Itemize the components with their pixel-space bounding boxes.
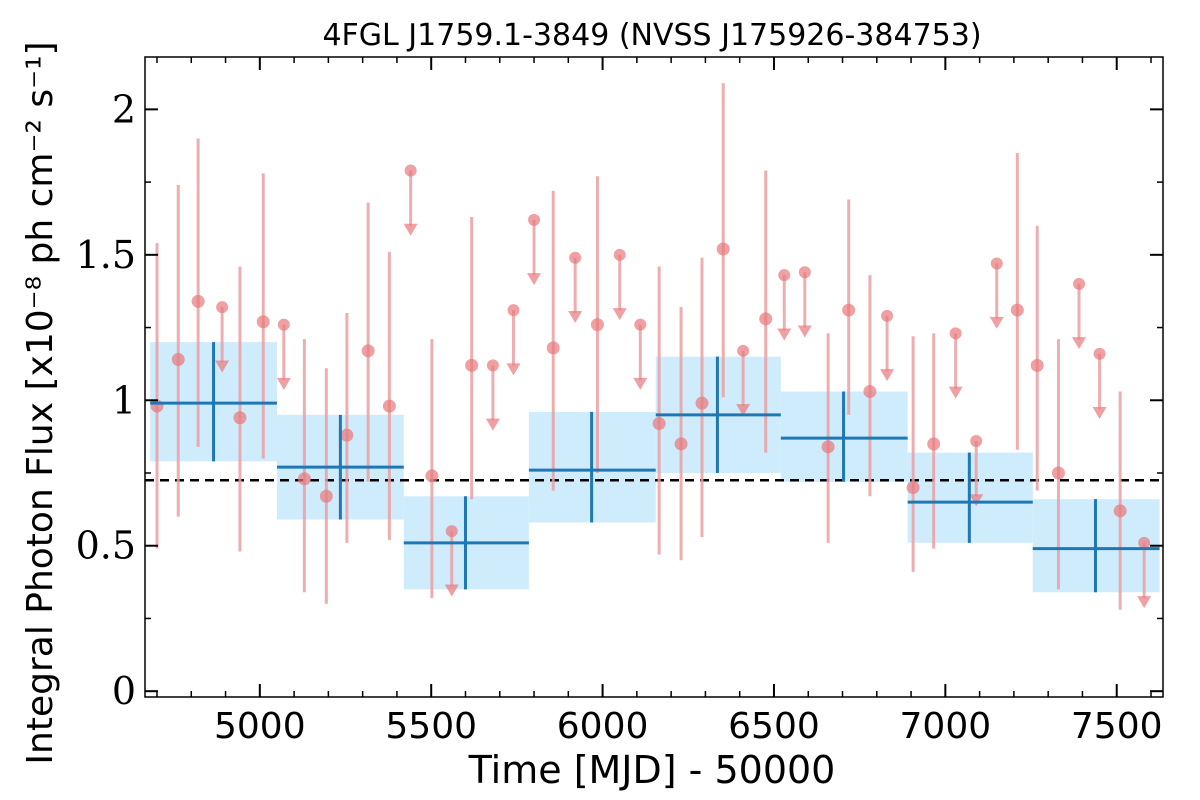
upper-limit-point bbox=[970, 435, 983, 447]
monthly-point bbox=[256, 315, 270, 329]
monthly-point bbox=[233, 411, 247, 425]
upper-limit-arrow bbox=[568, 311, 583, 323]
upper-limit-point bbox=[445, 525, 458, 538]
upper-limit-point bbox=[881, 309, 894, 322]
monthly-point bbox=[150, 399, 164, 413]
chart-title: 4FGL J1759.1-3849 (NVSS J175926-384753) bbox=[322, 18, 981, 53]
monthly-point bbox=[171, 353, 185, 367]
upper-limit-arrow bbox=[633, 377, 648, 390]
upper-limit-arrow bbox=[1072, 337, 1087, 350]
x-tick-label: 5000 bbox=[214, 706, 306, 747]
upper-limit-point bbox=[778, 269, 791, 282]
upper-limit-point bbox=[990, 257, 1003, 270]
y-tick-label: 1.5 bbox=[76, 233, 136, 277]
upper-limit-arrow bbox=[1137, 596, 1152, 609]
monthly-point bbox=[297, 472, 311, 486]
upper-limit-point bbox=[277, 318, 290, 331]
upper-limit-point bbox=[737, 344, 750, 357]
upper-limit-arrow bbox=[527, 273, 542, 286]
monthly-point bbox=[842, 303, 856, 317]
monthly-point bbox=[361, 344, 375, 358]
monthly-point bbox=[863, 385, 877, 399]
monthly-point bbox=[340, 428, 354, 442]
monthly-point bbox=[695, 396, 709, 410]
upper-limit-arrow bbox=[1092, 407, 1107, 419]
upper-limit-arrow bbox=[880, 369, 895, 382]
monthly-point bbox=[319, 489, 333, 503]
monthly-point bbox=[546, 341, 560, 355]
upper-limit-arrow bbox=[485, 418, 500, 431]
monthly-point bbox=[425, 469, 439, 483]
y-tick-label: 0 bbox=[112, 669, 136, 713]
upper-limit-point bbox=[507, 304, 520, 317]
axes: 5000 5500 6000 6500 7000 7500 0 0.5 1 1.5 2 bbox=[76, 56, 1164, 747]
upper-limit-point bbox=[1093, 347, 1106, 360]
upper-limit-arrow bbox=[276, 377, 291, 390]
y-tick-label: 2 bbox=[112, 87, 136, 131]
upper-limit-point bbox=[1138, 536, 1151, 549]
upper-limit-arrow bbox=[777, 328, 792, 341]
upper-limit-point bbox=[1073, 277, 1086, 290]
x-tick-label: 6500 bbox=[728, 706, 820, 747]
upper-limit-arrow bbox=[989, 316, 1004, 329]
x-axis-label: Time [MJD] - 50000 bbox=[468, 748, 836, 792]
monthly-point bbox=[1010, 303, 1024, 317]
y-tick-label: 0.5 bbox=[76, 524, 136, 568]
monthly-point bbox=[1030, 358, 1044, 372]
upper-limit-point bbox=[569, 251, 582, 264]
monthly-point bbox=[382, 399, 396, 413]
upper-limit-point bbox=[798, 266, 811, 279]
x-tick-label: 7500 bbox=[1071, 706, 1163, 747]
y-axis-label: Integral Photon Flux [x10⁻⁸ ph cm⁻² s⁻¹] bbox=[20, 41, 61, 764]
upper-limit-arrow bbox=[444, 584, 459, 597]
monthly-point bbox=[674, 437, 688, 451]
x-tick-label: 6000 bbox=[557, 706, 649, 747]
x-tick-label: 5500 bbox=[385, 706, 477, 747]
upper-limit-arrow bbox=[797, 325, 812, 338]
upper-limit-arrow bbox=[215, 360, 230, 373]
monthly-point bbox=[590, 318, 604, 332]
yearly-bins-markers bbox=[150, 342, 1160, 593]
upper-limit-point bbox=[634, 318, 647, 331]
monthly-point bbox=[191, 294, 205, 308]
upper-limit-point bbox=[404, 164, 417, 177]
monthly-point bbox=[652, 417, 666, 431]
upper-limit-point bbox=[528, 213, 541, 226]
monthly-point bbox=[927, 437, 941, 451]
monthly-point bbox=[1051, 466, 1065, 480]
plot-frame bbox=[144, 56, 1164, 698]
upper-limit-point bbox=[949, 327, 962, 340]
upper-limit-arrow bbox=[403, 223, 418, 236]
y-tick-label: 1 bbox=[112, 378, 136, 422]
x-tick-label: 7000 bbox=[900, 706, 992, 747]
upper-limit-point bbox=[486, 359, 499, 372]
monthly-point bbox=[906, 481, 920, 495]
monthly-point bbox=[1113, 504, 1127, 518]
monthly-point bbox=[465, 358, 479, 372]
upper-limit-point bbox=[216, 301, 229, 314]
upper-limit-arrow bbox=[506, 363, 521, 376]
upper-limit-arrow bbox=[969, 494, 984, 507]
upper-limit-arrow bbox=[612, 308, 627, 321]
upper-limit-arrow bbox=[736, 404, 751, 417]
upper-limit-point bbox=[613, 248, 626, 261]
upper-limit-arrow bbox=[948, 386, 963, 399]
monthly-point bbox=[759, 312, 773, 326]
monthly-point bbox=[716, 242, 730, 256]
monthly-point bbox=[821, 440, 835, 454]
